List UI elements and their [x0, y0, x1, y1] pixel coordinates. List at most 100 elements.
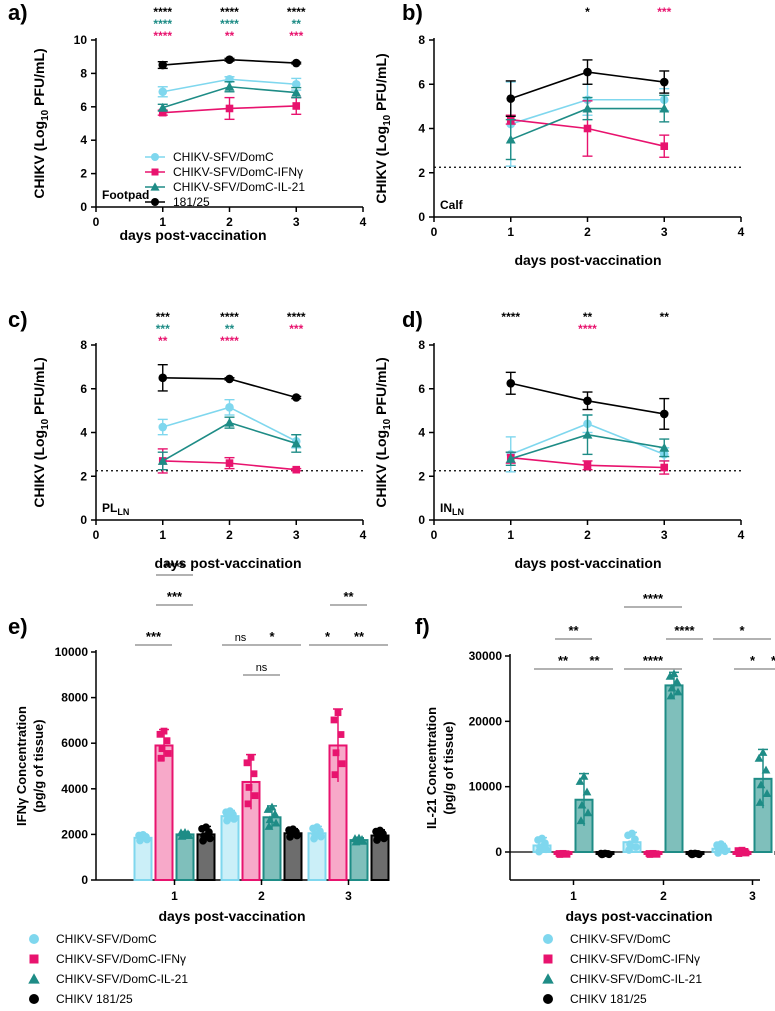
data-point: [577, 800, 587, 809]
legend-label: CHIKV-SFV/DomC: [570, 932, 671, 946]
data-point: [351, 837, 361, 846]
x-tick-label: 1: [171, 889, 178, 903]
legend-label: CHIKV-SFV/DomC-IFNγ: [173, 165, 303, 179]
y-tick-label: 6000: [61, 736, 88, 750]
data-point: [230, 815, 238, 823]
legend-label: 181/25: [173, 195, 210, 209]
bracket-label: **: [343, 589, 354, 604]
data-point: [164, 750, 172, 757]
data-point: [291, 438, 302, 448]
y-tick-label: 0: [418, 210, 425, 224]
data-point: [331, 771, 339, 779]
data-point: [660, 142, 669, 150]
data-point: [245, 784, 253, 791]
x-tick-label: 3: [661, 528, 668, 542]
data-point: [506, 378, 516, 388]
data-point: [291, 87, 302, 97]
bracket-label: **: [589, 653, 600, 668]
data-point: [337, 731, 345, 738]
x-tick-label: 0: [93, 215, 100, 229]
data-point: [505, 453, 516, 463]
legend-label: CHIKV-SFV/DomC: [173, 150, 274, 164]
y-axis-title: CHIKV (Log10 PFU/mL): [373, 53, 393, 203]
data-point: [338, 760, 346, 768]
data-point: [535, 847, 543, 856]
panel-a: a) 0 2 4 6 8 10 0 1 2 3 4 days post-vaccination CHIKV…: [8, 0, 367, 243]
significance-stars: ****: [220, 5, 239, 19]
y-axis-title: CHIKV (Log10 PFU/mL): [31, 357, 51, 507]
legend-marker: [151, 168, 159, 176]
data-point: [721, 847, 729, 856]
data-point: [163, 737, 171, 745]
data-point: [665, 671, 675, 680]
y-axis-subtitle: (pg/g of tissue): [441, 721, 456, 814]
data-point: [251, 792, 259, 800]
data-point: [224, 81, 235, 91]
x-axis-title: days post-vaccination: [158, 908, 305, 924]
data-point: [579, 771, 589, 780]
bracket-label: ***: [167, 589, 183, 604]
significance-stars: ***: [657, 5, 671, 19]
y-tick-label: 4: [80, 426, 87, 440]
significance-stars: **: [225, 322, 235, 336]
data-point: [742, 849, 750, 857]
data-point: [358, 836, 368, 845]
data-point: [669, 669, 679, 678]
data-point: [157, 455, 168, 465]
data-point: [206, 834, 214, 843]
x-tick-label: 0: [431, 528, 438, 542]
data-point: [761, 765, 771, 774]
data-point: [582, 103, 593, 113]
legend-marker: [543, 994, 553, 1004]
x-tick-label: 4: [360, 528, 367, 542]
bar: [154, 744, 174, 881]
y-tick-label: 8000: [61, 691, 88, 705]
data-point: [556, 851, 564, 858]
data-point: [632, 843, 640, 851]
x-tick-label: 2: [226, 215, 233, 229]
x-tick-label: 2: [584, 225, 591, 239]
x-tick-label: 1: [507, 225, 514, 239]
legend-marker: [150, 182, 160, 191]
bracket-label: ****: [643, 653, 664, 668]
panel-label: b): [402, 0, 423, 25]
legend-label: CHIKV-SFV/DomC: [56, 932, 157, 946]
x-axis-title: days post-vaccination: [119, 227, 266, 243]
data-point: [158, 373, 168, 383]
significance-stars: ****: [153, 5, 172, 19]
data-point: [292, 102, 301, 110]
y-tick-label: 4: [418, 122, 425, 136]
data-point: [583, 396, 592, 406]
bracket-label: ns: [256, 662, 268, 674]
data-point: [754, 753, 764, 762]
x-tick-label: 2: [584, 528, 591, 542]
data-point: [293, 831, 301, 840]
bar: [349, 839, 369, 881]
y-axis-title: IL-21 Concentration: [424, 707, 439, 829]
data-point: [672, 677, 682, 685]
legend-label: CHIKV 181/25: [570, 992, 647, 1006]
data-point: [202, 823, 210, 832]
panel-f: f) 0 10000 20000 30000 1 2 3 days post-vaccinati…: [415, 591, 775, 1006]
panel-label: d): [402, 307, 423, 332]
data-point: [270, 809, 280, 818]
data-point: [380, 834, 388, 843]
y-tick-label: 6: [80, 100, 87, 114]
data-point: [226, 807, 234, 815]
data-point: [225, 403, 234, 412]
x-tick-label: 1: [159, 528, 166, 542]
y-tick-label: 2: [418, 166, 425, 180]
data-point: [653, 850, 661, 858]
panel-label: e): [8, 614, 28, 639]
data-point: [582, 429, 593, 439]
y-tick-label: 4: [80, 133, 87, 147]
y-axis-title: IFNγ Concentration: [14, 706, 29, 826]
data-point: [250, 770, 258, 778]
bracket-label: **: [354, 629, 365, 644]
data-point: [334, 709, 342, 717]
data-point: [582, 787, 592, 796]
data-point: [735, 850, 743, 857]
data-point: [660, 463, 669, 472]
legend-label: CHIKV-SFV/DomC-IL-21: [570, 972, 702, 986]
bar: [175, 833, 195, 882]
